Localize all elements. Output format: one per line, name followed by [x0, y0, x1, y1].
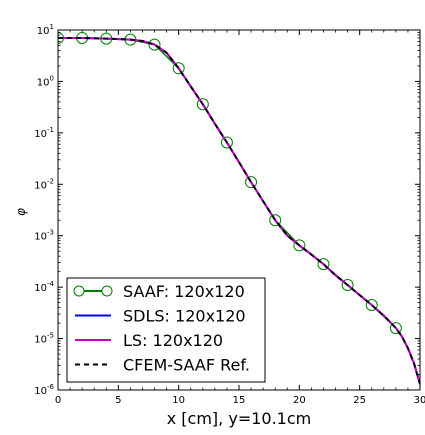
legend-label: LS: 120x120	[123, 331, 223, 350]
y-tick-label: 10-2	[34, 177, 54, 191]
series-point	[245, 176, 258, 189]
legend-label: CFEM-SAAF Ref.	[123, 356, 250, 375]
series-point	[293, 239, 306, 252]
y-axis-label: φ	[14, 208, 28, 216]
legend-marker	[73, 285, 85, 297]
series-point	[172, 62, 185, 75]
series-point	[389, 322, 402, 335]
x-tick-label: 10	[172, 395, 185, 406]
series-point	[220, 136, 233, 149]
series-point	[341, 279, 354, 292]
series-point	[365, 298, 378, 311]
series-layer	[58, 31, 420, 385]
legend-box	[66, 277, 266, 383]
x-tick-label: 15	[233, 395, 246, 406]
legend-marker	[101, 285, 113, 297]
y-tick-label: 10-6	[34, 383, 54, 397]
x-tick-label: 0	[55, 395, 61, 406]
y-tick-label: 100	[37, 74, 54, 88]
y-tick-label: 10-4	[34, 280, 54, 294]
series-point	[269, 214, 282, 227]
x-tick-label: 5	[115, 395, 121, 406]
x-tick-label: 25	[353, 395, 366, 406]
series-line-3	[58, 37, 420, 385]
y-tick-label: 10-3	[34, 229, 54, 243]
series-point	[317, 258, 330, 271]
series-point	[196, 98, 209, 111]
x-tick-label: 20	[293, 395, 306, 406]
x-tick-label: 30	[414, 395, 425, 406]
plot-frame	[57, 29, 421, 391]
y-tick-label: 101	[37, 23, 54, 37]
y-tick-label: 10-1	[34, 126, 54, 140]
y-tick-label: 10-5	[34, 332, 54, 346]
x-axis-label: x [cm], y=10.1cm	[167, 409, 311, 428]
legend-label: SDLS: 120x120	[123, 307, 246, 326]
ticks-layer: 0 5 10 15 20 25 30 10-6 10-5 10-4 10-3 10-2 10-1 100 1…	[34, 23, 425, 406]
legend: SAAF: 120x120 SDLS: 120x120 LS: 120x120 CFE…	[66, 277, 266, 383]
legend-label: SAAF: 120x120	[123, 282, 245, 301]
series-point	[148, 38, 161, 51]
